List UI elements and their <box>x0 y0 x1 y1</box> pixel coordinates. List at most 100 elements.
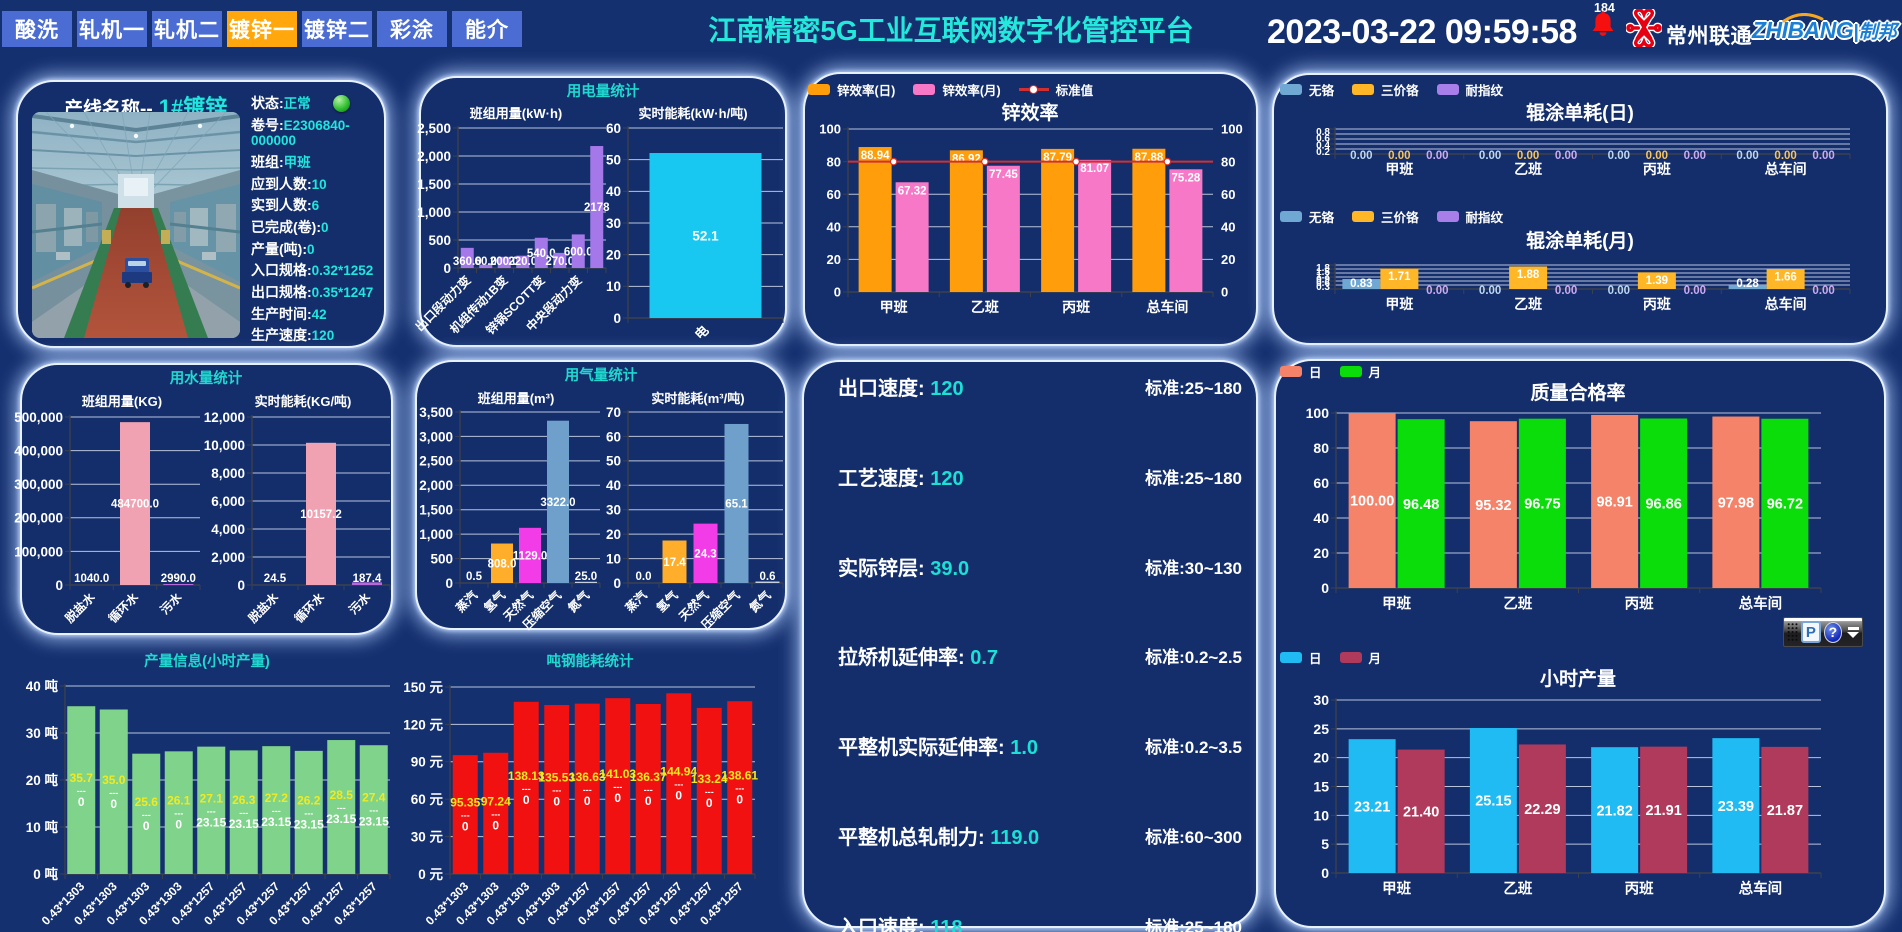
nav-tab-轧机一[interactable]: 轧机一 <box>77 11 147 47</box>
x-category-label: 总车间 <box>1739 595 1783 613</box>
y-tick-label: 20 <box>827 252 841 267</box>
y-tick-label: 300,000 <box>14 477 63 492</box>
collapse-arrow-icon <box>1847 631 1860 638</box>
nav-tabs: 酸洗 轧机一 轧机二 镀锌一 镀锌二 彩涂 能介 <box>2 11 522 47</box>
bar-subvalue-label: 0 <box>462 820 469 834</box>
y-tick-label: 1,500 <box>419 503 453 518</box>
bar-subvalue-label: 0 <box>584 794 591 808</box>
line-info-fields: 状态:正常 卷号:E2306840-000000 班组:甲班 应到人数:10 实到人数:… <box>251 96 387 350</box>
bar-value-label: 1.71 <box>1388 271 1411 283</box>
y-tick-label: 50 <box>606 454 621 469</box>
info-field-4-label: 已完成(卷): <box>251 218 321 235</box>
y-tick-label: 0 <box>613 576 621 591</box>
energy-cost-bar-0-0 <box>452 755 478 874</box>
bar-value-label: 0.00 <box>1608 150 1630 162</box>
y-tick-label: 60 元 <box>411 792 444 807</box>
x-category-label: 氢气 <box>653 588 681 616</box>
kpi-row-1: 工艺速度: 120 标准:25~180 <box>838 462 1242 492</box>
zinc-bar-2-0 <box>1041 148 1075 292</box>
bar-subvalue-label: 0 <box>614 791 621 805</box>
y-tick-label: 1,000 <box>419 527 453 542</box>
bar-divider-label: --- <box>304 808 313 818</box>
nav-tab-彩涂[interactable]: 彩涂 <box>377 11 447 47</box>
water-group-chart: 0 100,000 200,000 300,000 400,000 500,000 1040… <box>14 395 220 630</box>
bar-value-label: 0.00 <box>1812 285 1834 297</box>
status-indicator-light <box>333 95 350 112</box>
bar-value-label: 138.13 <box>508 769 545 783</box>
energy-cost-bar-8-0 <box>696 707 722 874</box>
zinc-chart-title: 锌效率 <box>1001 103 1059 124</box>
nav-tab-镀锌二[interactable]: 镀锌二 <box>302 11 372 47</box>
x-category-label: 总车间 <box>1765 296 1807 312</box>
y-tick-label: 30 <box>606 503 621 518</box>
toolbar-grip-icon[interactable] <box>1787 621 1798 643</box>
y-tick-label: 1.2 <box>1316 271 1330 282</box>
bar-value-label: 100.00 <box>1350 494 1394 510</box>
bar-value-label: 0.00 <box>1736 150 1758 162</box>
electricity-right-subtitle: 实时能耗(kW·h/吨) <box>638 106 748 121</box>
gas-group-bar-1-0 <box>491 543 513 583</box>
y-tick-label: 60 <box>1313 475 1329 491</box>
legend-swatch-icon <box>1352 84 1375 95</box>
bar-subvalue-label: 23.15 <box>196 815 226 829</box>
bar-subvalue-label: 23.15 <box>261 815 291 829</box>
bar-value-label: 540.0 <box>527 248 556 260</box>
nav-tab-轧机二[interactable]: 轧机二 <box>152 11 222 47</box>
legend-swatch-icon <box>1280 366 1302 377</box>
quality-bar-1-1 <box>1518 418 1566 588</box>
kpi-standard: 标准:0.2~2.5 <box>1145 648 1242 668</box>
bar-value-label: 81.07 <box>1080 163 1109 175</box>
bar-value-label: 21.91 <box>1645 803 1681 819</box>
x-category-label: 污水 <box>346 589 374 617</box>
bar-divider-label: --- <box>674 780 683 790</box>
info-field-6: 入口规格:0.32*1252 <box>251 263 387 279</box>
bar-value-label: 0.00 <box>1555 285 1577 297</box>
bar-divider-label: --- <box>369 806 378 816</box>
energy-cost-bar-3-0 <box>544 705 570 874</box>
elec-rt-chart: 0 10 20 30 40 50 60 52.1 电 <box>600 100 795 342</box>
nav-tab-镀锌一[interactable]: 镀锌一 <box>227 11 297 47</box>
x-category-label: 乙班 <box>1514 296 1542 312</box>
alarm-bell-icon[interactable] <box>1591 11 1615 40</box>
y-tick-label: 60 <box>827 187 841 202</box>
bar-value-label: 97.24 <box>481 794 511 808</box>
info-field-0-value: E2306840-000000 <box>251 117 350 149</box>
toolbar-collapse-button[interactable] <box>1847 626 1860 638</box>
y-tick-label: 0 <box>1321 580 1329 596</box>
bar-value-label: 25.0 <box>575 571 597 583</box>
hourly-bar-3-1 <box>1761 746 1809 873</box>
y-tick-label: 0 <box>1321 865 1329 881</box>
bar-divider-label: --- <box>207 806 216 816</box>
kpi-label: 拉矫机延伸率: <box>838 647 971 670</box>
bar-value-label: 0.00 <box>1608 285 1630 297</box>
energy-cost-chart-title: 吨钢能耗统计 <box>546 654 634 670</box>
bar-subvalue-label: 0 <box>175 818 182 832</box>
info-field-1-value: 甲班 <box>283 154 311 170</box>
toolbar-help-button[interactable]: ? <box>1823 621 1843 643</box>
quality-bar-2-1 <box>1640 418 1688 588</box>
info-field-9-value: 120 <box>311 328 335 344</box>
nav-tab-酸洗[interactable]: 酸洗 <box>2 11 72 47</box>
x-category-label: 总车间 <box>1739 880 1783 898</box>
bar-value-label: 28.5 <box>330 788 354 802</box>
y-tick-label-right: 40 <box>1221 219 1235 234</box>
roller-day-svg: 0.80.60.40.2 0.00 0.00 0.00 0.00 0.00 0.00 0.00… <box>1316 127 1851 177</box>
bar-subvalue-label: 0 <box>110 797 117 811</box>
bar-value-label: 67.32 <box>898 185 927 197</box>
y-tick-label: 3,000 <box>419 429 453 444</box>
x-category-label: 氮气 <box>565 588 593 616</box>
gas-rt-bar-1-0 <box>662 540 687 583</box>
y-tick-label-right: 20 <box>1221 252 1235 267</box>
bar-divider-label: --- <box>613 782 622 792</box>
quality-bar-3-0 <box>1712 416 1760 588</box>
y-tick-label: 60 <box>606 429 621 444</box>
nav-tab-能介[interactable]: 能介 <box>452 11 522 47</box>
brand-logo-text: ZHIBANG <box>1752 17 1854 43</box>
bar-divider-label: --- <box>583 785 592 795</box>
bar-value-label: 27.2 <box>265 791 289 805</box>
bar-value-label: 141.03 <box>599 767 636 781</box>
bar-value-label: 96.75 <box>1524 497 1560 513</box>
bar-value-label: 88.94 <box>861 150 890 162</box>
info-field-2: 应到人数:10 <box>251 176 387 193</box>
toolbar-plugin-button[interactable]: P <box>1801 621 1821 643</box>
